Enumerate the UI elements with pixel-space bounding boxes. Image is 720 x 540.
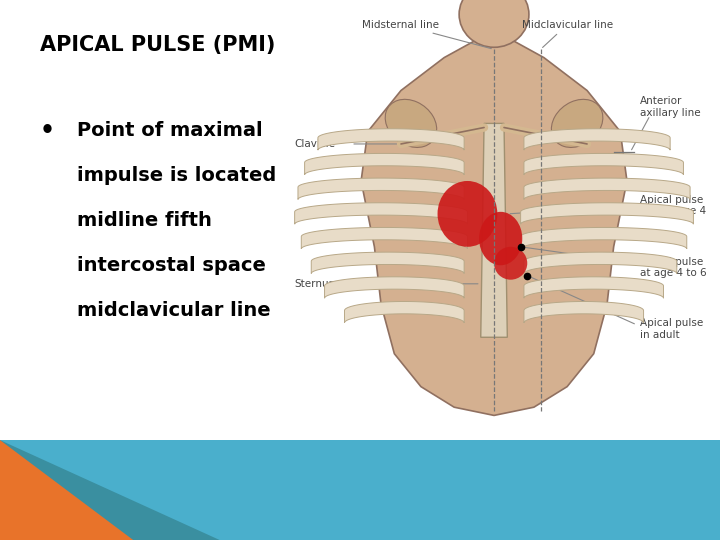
- Polygon shape: [294, 203, 467, 224]
- Text: impulse is located: impulse is located: [77, 166, 276, 185]
- Polygon shape: [325, 277, 464, 298]
- Text: Apical pulse
before age 4: Apical pulse before age 4: [640, 195, 706, 217]
- Polygon shape: [0, 440, 133, 540]
- Polygon shape: [524, 178, 690, 199]
- Polygon shape: [524, 252, 677, 274]
- Text: Anterior
axillary line: Anterior axillary line: [640, 96, 701, 118]
- Text: Apical pulse
at age 4 to 6: Apical pulse at age 4 to 6: [640, 256, 707, 278]
- Polygon shape: [521, 203, 693, 224]
- Polygon shape: [301, 227, 467, 249]
- Ellipse shape: [438, 181, 498, 247]
- Ellipse shape: [479, 212, 522, 265]
- Polygon shape: [298, 178, 464, 199]
- Polygon shape: [361, 41, 627, 415]
- Text: Midclavicular line: Midclavicular line: [521, 19, 613, 48]
- Polygon shape: [524, 129, 670, 150]
- Text: Apical pulse
in adult: Apical pulse in adult: [640, 318, 703, 340]
- Text: •: •: [40, 119, 55, 143]
- Polygon shape: [318, 129, 464, 150]
- Polygon shape: [521, 227, 687, 249]
- Text: Clavicle: Clavicle: [294, 139, 336, 149]
- Text: Point of maximal: Point of maximal: [77, 122, 263, 140]
- Text: Midsternal line: Midsternal line: [362, 19, 491, 49]
- Polygon shape: [344, 301, 464, 323]
- Text: APICAL PULSE (PMI): APICAL PULSE (PMI): [40, 35, 275, 55]
- Ellipse shape: [459, 0, 529, 48]
- Polygon shape: [524, 301, 644, 323]
- Polygon shape: [467, 16, 521, 45]
- Ellipse shape: [385, 99, 437, 147]
- Ellipse shape: [552, 99, 603, 147]
- Text: Sternum: Sternum: [294, 279, 339, 289]
- Polygon shape: [524, 277, 664, 298]
- Polygon shape: [481, 124, 508, 338]
- Polygon shape: [305, 153, 464, 175]
- Ellipse shape: [494, 247, 527, 280]
- Polygon shape: [311, 252, 464, 274]
- Text: intercostal space: intercostal space: [77, 256, 266, 275]
- Polygon shape: [524, 153, 683, 175]
- Polygon shape: [0, 440, 220, 540]
- Text: midclavicular line: midclavicular line: [77, 301, 271, 320]
- Polygon shape: [0, 440, 720, 540]
- Text: midline fifth: midline fifth: [77, 211, 212, 230]
